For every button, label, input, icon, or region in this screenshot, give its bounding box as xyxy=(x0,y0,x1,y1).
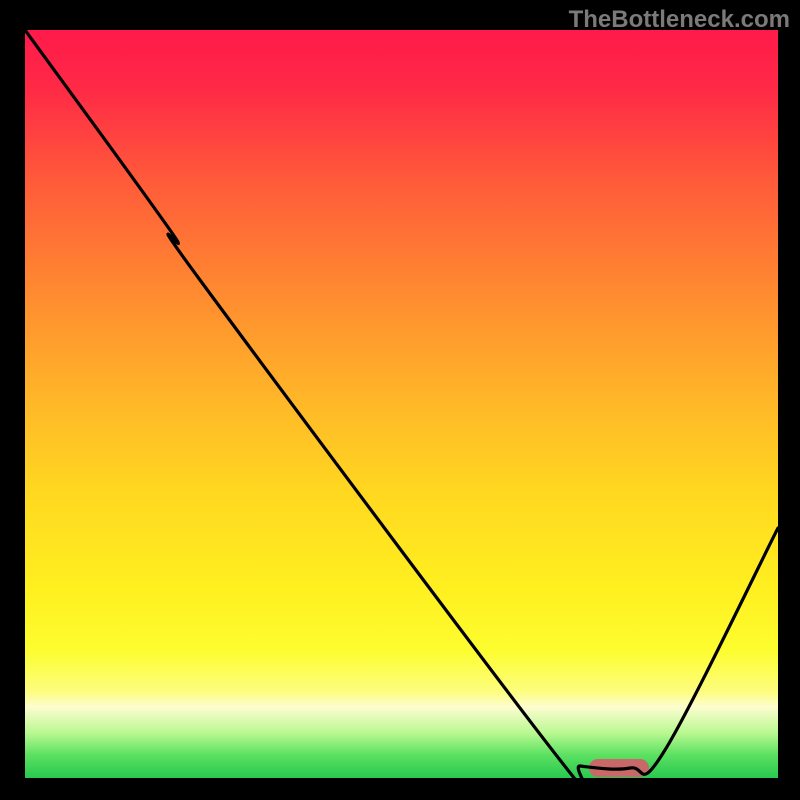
plot-area xyxy=(25,30,778,778)
watermark-text: TheBottleneck.com xyxy=(569,6,790,34)
chart-container: TheBottleneck.com xyxy=(0,0,800,800)
gradient-background xyxy=(25,30,778,778)
